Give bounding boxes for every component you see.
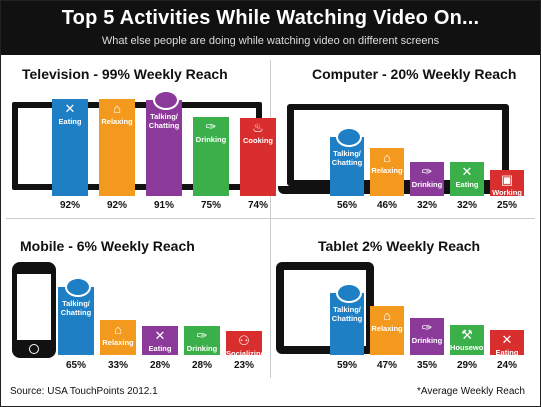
- bar-value-label: 24%: [496, 360, 517, 371]
- page-subtitle: What else people are doing while watchin…: [101, 35, 440, 47]
- speech-bubble-icon: [65, 277, 91, 297]
- bar-category-label: Talking/ Chatting: [331, 149, 363, 167]
- bar-category-label: Working: [492, 188, 522, 197]
- armchair-icon: ⌂: [113, 101, 121, 116]
- computer-panel-title: Computer - 20% Weekly Reach: [312, 66, 517, 82]
- bar-relaxing: ⌂ Relaxing: [370, 306, 404, 355]
- fork-knife-icon: ✕: [64, 101, 76, 116]
- bar-talking-chatting: Talking/ Chatting: [330, 127, 364, 196]
- bar-category-label: Talking/ Chatting: [60, 299, 92, 317]
- bar-value-label: 92%: [59, 200, 80, 211]
- bar-talking-chatting: Talking/ Chatting: [58, 277, 94, 355]
- bar-category-label: Talking/ Chatting: [148, 112, 180, 130]
- fork-knife-icon: ✕: [154, 328, 166, 343]
- drink-glass-icon: ✑: [421, 320, 433, 335]
- phone-screen: [17, 274, 51, 340]
- bar-category-label: Drinking: [186, 344, 218, 353]
- armchair-icon: ⌂: [383, 150, 391, 165]
- bar-category-label: Housework: [450, 343, 491, 352]
- bar-value-label: 65%: [65, 360, 86, 371]
- drink-glass-icon: ✑: [421, 164, 433, 179]
- bar-value-label: 59%: [336, 360, 357, 371]
- speech-bubble-icon: [336, 127, 362, 147]
- bar-category-label: Drinking: [411, 336, 443, 345]
- drink-glass-icon: ✑: [205, 119, 217, 134]
- bar-category-label: Eating: [148, 344, 172, 353]
- fork-knife-icon: ✕: [501, 332, 513, 347]
- header-banner: Top 5 Activities While Watching Video On…: [1, 1, 540, 55]
- bar-value-label: 35%: [416, 360, 437, 371]
- average-reach-note: *Average Weekly Reach: [416, 386, 525, 397]
- bar-relaxing: ⌂ Relaxing: [99, 99, 135, 196]
- page-title: Top 5 Activities While Watching Video On…: [61, 7, 480, 29]
- bar-value-label: 32%: [456, 200, 477, 211]
- briefcase-icon: ▣: [500, 172, 514, 187]
- bar-category-label: Cooking: [243, 136, 273, 145]
- bar-value-label: 28%: [191, 360, 212, 371]
- armchair-icon: ⌂: [383, 308, 391, 323]
- bar-eating: ✕ Eating: [52, 99, 88, 196]
- bar-category-label: Relaxing: [102, 338, 134, 347]
- bar-category-label: Drinking: [411, 180, 443, 189]
- bar-socializing: ⚇ Socializing: [226, 331, 266, 358]
- phone-home-button: [29, 344, 39, 354]
- armchair-icon: ⌂: [114, 322, 122, 337]
- bar-housework: ⚒ Housework: [450, 325, 491, 355]
- vertical-divider: [270, 60, 271, 378]
- bar-value-label: 92%: [106, 200, 127, 211]
- bar-category-label: Eating: [58, 117, 82, 126]
- bar-drinking: ✑ Drinking: [410, 162, 444, 196]
- bar-eating: ✕ Eating: [490, 330, 524, 357]
- bar-category-label: Socializing: [226, 349, 266, 358]
- bar-value-label: 33%: [107, 360, 128, 371]
- bar-drinking: ✑ Drinking: [410, 318, 444, 355]
- bar-relaxing: ⌂ Relaxing: [100, 320, 136, 355]
- cooking-pot-icon: ♨: [252, 120, 264, 135]
- bar-value-label: 32%: [416, 200, 437, 211]
- drink-glass-icon: ✑: [196, 328, 208, 343]
- source-note: Source: USA TouchPoints 2012.1: [10, 386, 158, 397]
- bar-value-label: 46%: [376, 200, 397, 211]
- speech-bubble-icon: [336, 283, 362, 303]
- people-icon: ⚇: [238, 333, 250, 348]
- bar-category-label: Relaxing: [371, 166, 403, 175]
- bar-talking-chatting: Talking/ Chatting: [330, 283, 364, 355]
- bar-talking-chatting: Talking/ Chatting: [146, 90, 182, 196]
- bar-drinking: ✑ Drinking: [184, 326, 220, 355]
- bar-value-label: 56%: [336, 200, 357, 211]
- bar-eating: ✕ Eating: [450, 162, 484, 196]
- bar-value-label: 25%: [496, 200, 517, 211]
- television-panel-title: Television - 99% Weekly Reach: [22, 66, 228, 82]
- bar-value-label: 29%: [456, 360, 477, 371]
- bar-relaxing: ⌂ Relaxing: [370, 148, 404, 196]
- bar-category-label: Relaxing: [371, 324, 403, 333]
- bar-category-label: Talking/ Chatting: [331, 305, 363, 323]
- bar-category-label: Drinking: [195, 135, 227, 144]
- bar-category-label: Eating: [495, 348, 519, 357]
- bar-value-label: 47%: [376, 360, 397, 371]
- bar-working: ▣ Working: [490, 170, 524, 197]
- tablet-panel-title: Tablet 2% Weekly Reach: [318, 238, 481, 254]
- bar-cooking: ♨ Cooking: [240, 118, 276, 196]
- speech-bubble-icon: [153, 90, 179, 110]
- bar-category-label: Relaxing: [101, 117, 133, 126]
- bar-value-label: 28%: [149, 360, 170, 371]
- horizontal-divider: [6, 218, 535, 219]
- bar-eating: ✕ Eating: [142, 326, 178, 355]
- bar-value-label: 91%: [153, 200, 174, 211]
- bar-value-label: 75%: [200, 200, 221, 211]
- bar-category-label: Eating: [455, 180, 479, 189]
- bar-value-label: 74%: [247, 200, 268, 211]
- vacuum-icon: ⚒: [461, 327, 473, 342]
- mobile-panel-title: Mobile - 6% Weekly Reach: [20, 238, 195, 254]
- bar-drinking: ✑ Drinking: [193, 117, 229, 196]
- fork-knife-icon: ✕: [461, 164, 473, 179]
- bar-value-label: 23%: [233, 360, 254, 371]
